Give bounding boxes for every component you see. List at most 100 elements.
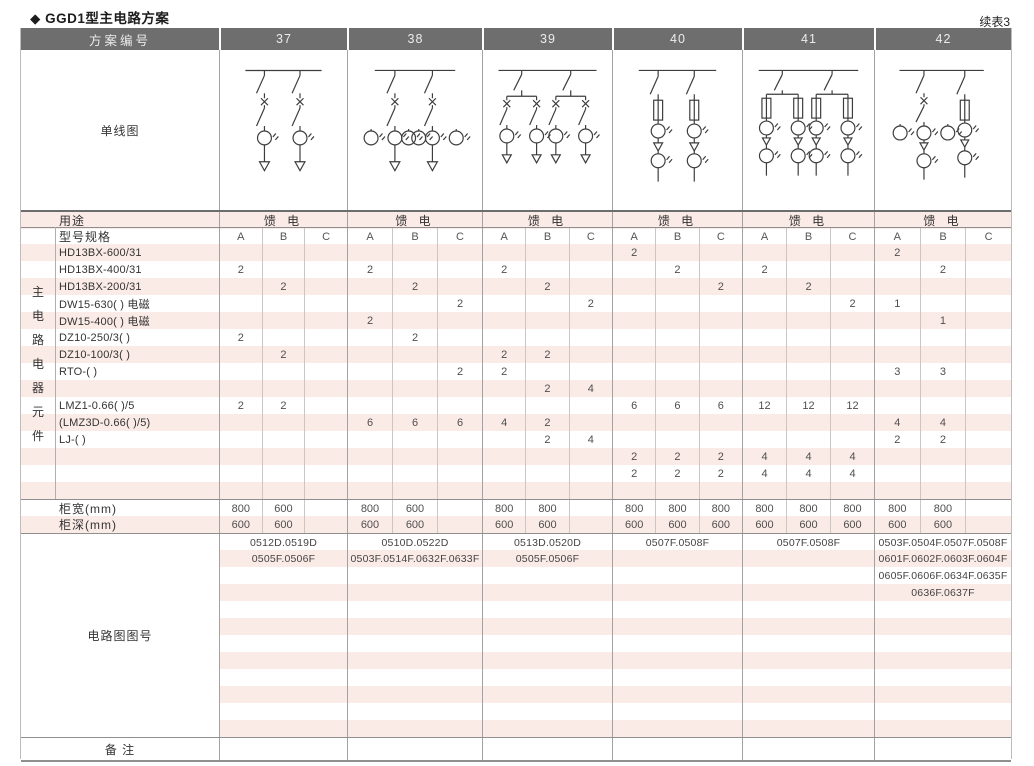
circuit-number-row: 0505F.0506F 0503F.0514F.0632F.0633F 0505F.… xyxy=(21,550,1011,567)
value-cell xyxy=(655,414,698,431)
value-cell xyxy=(261,295,305,312)
usage-row: 用途馈 电馈 电馈 电馈 电馈 电馈 电 xyxy=(21,210,1011,229)
component-row-label: DZ10-250/3( ) xyxy=(59,331,131,344)
circuit-number-cell xyxy=(874,703,1011,720)
value-cell xyxy=(612,312,655,329)
value-cell: 2 xyxy=(612,448,655,465)
value-cell xyxy=(612,380,655,397)
value-cell: 2 xyxy=(482,363,525,380)
size-value-cell: 600 xyxy=(874,516,920,533)
value-cell xyxy=(568,465,612,482)
usage-value: 馈 电 xyxy=(612,212,742,229)
circuit-number-cell xyxy=(874,720,1011,737)
value-cell: 6 xyxy=(437,414,482,431)
circuit-number-cell xyxy=(742,669,874,686)
value-cell xyxy=(261,363,305,380)
value-cell xyxy=(347,380,392,397)
circuit-number-cell xyxy=(742,550,874,567)
value-cell xyxy=(437,448,482,465)
value-cell xyxy=(261,312,305,329)
value-cell xyxy=(830,278,874,295)
value-cell xyxy=(698,380,742,397)
circuit-number-cell xyxy=(219,652,347,669)
value-cell: 4 xyxy=(919,414,966,431)
value-cell xyxy=(219,465,262,482)
value-cell xyxy=(437,346,482,363)
value-cell xyxy=(965,414,1011,431)
value-cell: 2 xyxy=(437,363,482,380)
cabinet-size-label: 柜宽(mm) xyxy=(59,502,117,516)
spec-row-label: 型号规格 xyxy=(59,230,112,244)
diagram-cell-41 xyxy=(742,50,874,210)
single-line-diagram-svg xyxy=(498,69,600,165)
circuit-number-cell xyxy=(742,686,874,703)
value-cell: 2 xyxy=(698,278,742,295)
value-cell xyxy=(219,363,262,380)
value-cell xyxy=(261,414,305,431)
value-cell xyxy=(965,465,1011,482)
value-cell: 2 xyxy=(261,397,305,414)
single-line-diagram-svg xyxy=(892,69,984,180)
value-cell xyxy=(392,295,437,312)
value-cell xyxy=(568,448,612,465)
value-cell xyxy=(655,380,698,397)
circuit-number-cell xyxy=(482,652,612,669)
value-cell xyxy=(965,431,1011,448)
cabinet-size-label: 柜深(mm) xyxy=(59,518,117,532)
circuit-number-cell: 0507F.0508F xyxy=(742,534,874,551)
size-value-cell: 800 xyxy=(742,500,786,517)
component-row: DZ10-250/3( ) 2 2 xyxy=(21,329,1011,346)
value-cell xyxy=(919,482,966,499)
circuit-row-stripe xyxy=(219,686,1011,703)
value-cell xyxy=(874,261,920,278)
value-cell xyxy=(482,329,525,346)
value-cell xyxy=(392,448,437,465)
vertical-label-char: 路 xyxy=(31,332,44,347)
value-cell xyxy=(874,278,920,295)
value-cell xyxy=(482,482,525,499)
remark-cell xyxy=(482,738,612,760)
value-cell xyxy=(742,380,786,397)
value-cell xyxy=(482,244,525,261)
value-cell xyxy=(525,363,568,380)
size-value-cell: 800 xyxy=(874,500,920,517)
diagram-row: 单线图 xyxy=(21,50,1011,210)
component-row-label: HD13BX-200/31 xyxy=(59,280,142,293)
value-cell xyxy=(698,244,742,261)
diagram-row-label: 单线图 xyxy=(100,123,140,138)
component-row: (LMZ3D-0.66( )/5) 6 6 6 4 2 4 4 xyxy=(21,414,1011,431)
subcolumn-header: B xyxy=(392,228,437,245)
value-cell xyxy=(874,312,920,329)
value-cell xyxy=(525,312,568,329)
value-cell: 2 xyxy=(525,431,568,448)
circuit-number-row xyxy=(21,601,1011,618)
value-cell: 4 xyxy=(568,380,612,397)
value-cell xyxy=(568,312,612,329)
table-header-row: 方案编号 37 38 39 40 41 42 xyxy=(21,28,1011,50)
value-cell xyxy=(786,431,830,448)
value-cell xyxy=(525,295,568,312)
scheme-number-40: 40 xyxy=(612,28,742,50)
component-row-label xyxy=(56,482,219,499)
value-cell xyxy=(612,329,655,346)
circuit-row-stripe xyxy=(219,618,1011,635)
size-value-cell: 800 xyxy=(525,500,568,517)
component-row-label: LJ-( ) xyxy=(59,433,86,446)
circuit-number-row xyxy=(21,618,1011,635)
component-row-label: DW15-630( ) 电磁 xyxy=(59,298,150,311)
circuit-number-cell: 0510D.0522D xyxy=(347,534,482,551)
circuit-number-cell xyxy=(482,703,612,720)
value-cell xyxy=(698,312,742,329)
value-cell xyxy=(612,346,655,363)
value-cell: 12 xyxy=(742,397,786,414)
value-cell xyxy=(698,261,742,278)
circuit-number-row xyxy=(21,703,1011,720)
value-cell xyxy=(304,363,347,380)
value-cell xyxy=(304,278,347,295)
value-cell xyxy=(965,482,1011,499)
value-cell xyxy=(655,295,698,312)
circuit-row-stripe xyxy=(219,652,1011,669)
value-cell xyxy=(568,363,612,380)
value-cell xyxy=(698,295,742,312)
